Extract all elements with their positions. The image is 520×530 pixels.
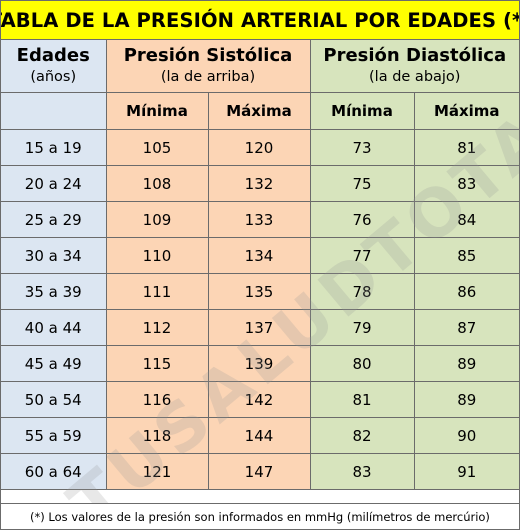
age-cell: 15 a 19 [1,129,107,166]
diastolic-min-cell: 81 [309,381,415,418]
age-header: Edades [16,45,90,66]
diastolic-min-cell: 76 [309,201,415,238]
systolic-min-cell: 115 [105,345,209,382]
footnote: (*) Los valores de la presión son inform… [1,503,519,529]
diastolic-max-cell: 89 [413,345,519,382]
age-cell: 45 a 49 [1,345,107,382]
table-row: 55 a 59 118 144 82 90 [1,417,519,454]
diastolic-max-cell: 84 [413,201,519,238]
diastolic-max-cell: 87 [413,309,519,346]
table-row: 50 a 54 116 142 81 89 [1,381,519,418]
diastolic-max-cell: 83 [413,165,519,202]
systolic-max-cell: 137 [207,309,311,346]
systolic-max-cell: 147 [207,453,311,490]
table-row: 35 a 39 111 135 78 86 [1,273,519,310]
diastolic-min-cell: 73 [309,129,415,166]
diastolic-min-cell: 80 [309,345,415,382]
age-cell: 50 a 54 [1,381,107,418]
header-row: Edades (años) Presión Sistólica (la de a… [1,40,519,93]
diastolic-min-cell: 78 [309,273,415,310]
age-cell: 60 a 64 [1,453,107,490]
diastolic-max-cell: 85 [413,237,519,274]
systolic-header-cell: Presión Sistólica (la de arriba) [105,40,311,93]
subheader-row: Mínima Máxima Mínima Máxima [1,92,519,130]
diastolic-max-cell: 91 [413,453,519,490]
table-row: 20 a 24 108 132 75 83 [1,165,519,202]
diastolic-max-header: Máxima [413,92,519,130]
diastolic-max-cell: 81 [413,129,519,166]
diastolic-min-cell: 79 [309,309,415,346]
age-cell: 25 a 29 [1,201,107,238]
table-row: 15 a 19 105 120 73 81 [1,129,519,166]
diastolic-min-header: Mínima [309,92,415,130]
diastolic-header-cell: Presión Diastólica (la de abajo) [309,40,519,93]
systolic-max-cell: 120 [207,129,311,166]
page-title: TABLA DE LA PRESIÓN ARTERIAL POR EDADES … [0,8,520,32]
systolic-max-cell: 135 [207,273,311,310]
diastolic-header-sub: (la de abajo) [369,69,461,85]
systolic-header-sub: (la de arriba) [160,69,256,85]
diastolic-min-cell: 75 [309,165,415,202]
diastolic-min-cell: 83 [309,453,415,490]
table-row: 45 a 49 115 139 80 89 [1,345,519,382]
systolic-min-header: Mínima [105,92,209,130]
systolic-max-cell: 144 [207,417,311,454]
blood-pressure-table: Edades (años) Presión Sistólica (la de a… [1,40,519,490]
age-cell: 55 a 59 [1,417,107,454]
systolic-min-cell: 121 [105,453,209,490]
systolic-min-cell: 118 [105,417,209,454]
age-cell: 40 a 44 [1,309,107,346]
age-subheader-empty [1,92,107,130]
systolic-min-cell: 116 [105,381,209,418]
age-header-cell: Edades (años) [1,40,107,93]
diastolic-header: Presión Diastólica [323,45,507,66]
systolic-header: Presión Sistólica [123,45,293,66]
diastolic-min-cell: 82 [309,417,415,454]
title-bar: TABLA DE LA PRESIÓN ARTERIAL POR EDADES … [1,1,519,40]
table-row: 30 a 34 110 134 77 85 [1,237,519,274]
systolic-min-cell: 110 [105,237,209,274]
age-header-sub: (años) [30,69,77,85]
systolic-max-cell: 133 [207,201,311,238]
table-row: 40 a 44 112 137 79 87 [1,309,519,346]
systolic-min-cell: 109 [105,201,209,238]
age-cell: 30 a 34 [1,237,107,274]
systolic-min-cell: 112 [105,309,209,346]
diastolic-max-cell: 89 [413,381,519,418]
systolic-max-header: Máxima [207,92,311,130]
systolic-max-cell: 142 [207,381,311,418]
table-body: Edades (años) Presión Sistólica (la de a… [1,40,519,490]
systolic-min-cell: 111 [105,273,209,310]
systolic-min-cell: 105 [105,129,209,166]
diastolic-max-cell: 90 [413,417,519,454]
table-row: 25 a 29 109 133 76 84 [1,201,519,238]
age-cell: 35 a 39 [1,273,107,310]
systolic-min-cell: 108 [105,165,209,202]
age-cell: 20 a 24 [1,165,107,202]
systolic-max-cell: 139 [207,345,311,382]
systolic-max-cell: 132 [207,165,311,202]
diastolic-min-cell: 77 [309,237,415,274]
systolic-max-cell: 134 [207,237,311,274]
table-row: 60 a 64 121 147 83 91 [1,453,519,490]
diastolic-max-cell: 86 [413,273,519,310]
